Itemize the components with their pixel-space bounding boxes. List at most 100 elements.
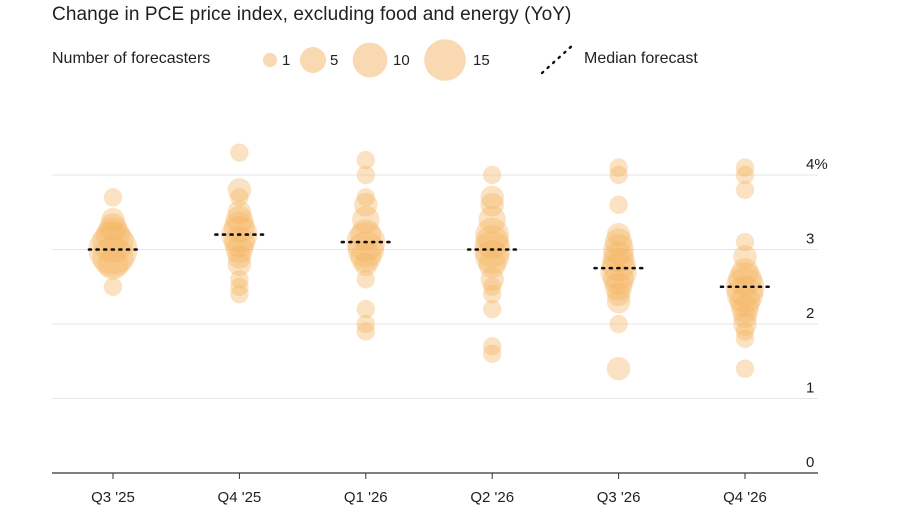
forecast-bubble xyxy=(92,221,134,263)
forecast-bubble xyxy=(735,180,755,200)
forecast-bubble xyxy=(604,228,633,256)
forecast-bubble xyxy=(227,200,252,225)
legend-graphics xyxy=(262,39,576,81)
forecast-bubble xyxy=(230,188,249,207)
forecast-bubble xyxy=(347,231,384,268)
forecast-bubble xyxy=(606,222,631,247)
forecast-bubble xyxy=(735,165,755,185)
forecast-bubble xyxy=(726,276,764,313)
forecast-bubble xyxy=(230,143,249,162)
bubble-group-5 xyxy=(725,158,765,378)
forecast-bubble xyxy=(356,322,375,341)
forecast-bubble xyxy=(478,205,506,234)
legend-size-label-1: 1 xyxy=(282,52,291,69)
forecast-bubble xyxy=(604,273,633,301)
x-tick-label-2: Q1 '26 xyxy=(344,489,388,506)
forecast-bubble xyxy=(609,314,628,334)
forecast-bubble xyxy=(483,299,502,319)
forecast-bubble xyxy=(733,304,757,329)
forecast-bubble xyxy=(225,235,254,264)
forecast-bubble xyxy=(603,263,634,295)
forecast-bubble xyxy=(97,249,129,280)
x-tick-label-5: Q4 '26 xyxy=(723,489,767,506)
forecast-bubble xyxy=(735,322,755,341)
legend-size-label-10: 10 xyxy=(393,52,410,69)
y-tick-label-4: 4% xyxy=(806,156,828,173)
forecast-bubble xyxy=(230,270,249,289)
forecast-bubble xyxy=(227,245,252,269)
forecast-bubble xyxy=(354,193,378,217)
forecast-bubble xyxy=(227,178,252,202)
forecast-bubble xyxy=(609,195,628,214)
forecast-bubble xyxy=(99,213,127,241)
forecast-bubble xyxy=(601,247,636,282)
forecast-bubble xyxy=(356,150,375,170)
forecast-bubble xyxy=(733,245,757,269)
bubble-group-3 xyxy=(474,165,511,363)
y-tick-label-1: 1 xyxy=(806,380,814,397)
legend-median-label: Median forecast xyxy=(584,50,698,67)
forecast-bubble xyxy=(483,277,502,296)
x-tick-label-0: Q3 '25 xyxy=(91,489,135,506)
forecast-bubble xyxy=(609,165,628,185)
y-tick-label-2: 2 xyxy=(806,305,814,322)
forecast-bubble xyxy=(230,277,249,296)
legend-bubble-15 xyxy=(424,39,466,81)
forecast-bubble xyxy=(731,258,759,286)
forecast-bubble xyxy=(103,277,123,296)
forecast-bubble xyxy=(356,270,375,289)
forecast-bubble xyxy=(356,299,375,319)
legend-median-icon xyxy=(540,42,576,75)
forecast-bubble xyxy=(735,158,755,177)
bubble-group-0 xyxy=(88,188,138,296)
legend-size-label-5: 5 xyxy=(330,52,339,69)
legend-bubble-5 xyxy=(300,47,326,73)
y-tick-label-0: 0 xyxy=(806,454,814,471)
legend: Number of forecasters 1 5 10 15 Median f… xyxy=(0,30,900,90)
forecast-bubble xyxy=(480,185,504,210)
forecast-bubble xyxy=(731,295,759,323)
forecast-bubble xyxy=(475,217,510,252)
forecast-bubble xyxy=(478,250,506,279)
forecast-bubble xyxy=(483,165,502,185)
forecast-bubble xyxy=(480,193,504,217)
forecast-bubble xyxy=(603,241,634,273)
forecast-bubble xyxy=(356,314,375,334)
forecast-bubble xyxy=(729,286,761,318)
legend-size-title: Number of forecasters xyxy=(52,50,211,67)
forecast-bubble xyxy=(609,158,628,177)
bubble-group-2 xyxy=(346,150,386,341)
forecast-bubble xyxy=(735,329,755,349)
x-tick-label-4: Q3 '26 xyxy=(597,489,641,506)
bubble-group-4 xyxy=(600,158,637,381)
forecast-bubble xyxy=(354,252,378,277)
forecast-bubble xyxy=(606,282,631,306)
forecast-bubble xyxy=(606,289,631,314)
forecast-bubble xyxy=(483,337,502,356)
forecast-bubble xyxy=(733,312,757,336)
forecast-bubble xyxy=(96,217,130,252)
forecast-bubble xyxy=(735,232,755,252)
forecast-bubble xyxy=(356,188,375,207)
forecast-bubble xyxy=(600,253,637,291)
forecast-bubble xyxy=(227,252,252,277)
forecast-bubble xyxy=(356,165,375,185)
forecast-bubble xyxy=(352,205,380,234)
forecast-bubble xyxy=(480,267,504,292)
forecast-bubble xyxy=(101,207,125,232)
forecast-bubble xyxy=(350,241,382,273)
chart-title: Change in PCE price index, excluding foo… xyxy=(52,4,572,25)
forecast-bubble xyxy=(606,356,631,381)
legend-bubble-10 xyxy=(352,42,388,78)
forecast-bubble xyxy=(603,234,634,265)
forecast-bubble xyxy=(92,236,134,278)
x-tick-label-1: Q4 '25 xyxy=(218,489,262,506)
forecast-bubble xyxy=(483,344,502,363)
x-tick-label-3: Q2 '26 xyxy=(470,489,514,506)
forecast-bubble xyxy=(230,285,249,304)
forecast-bubble xyxy=(735,359,755,378)
bubble-group-1 xyxy=(221,143,258,304)
forecast-bubble xyxy=(225,205,254,234)
legend-bubble-1 xyxy=(262,52,278,68)
